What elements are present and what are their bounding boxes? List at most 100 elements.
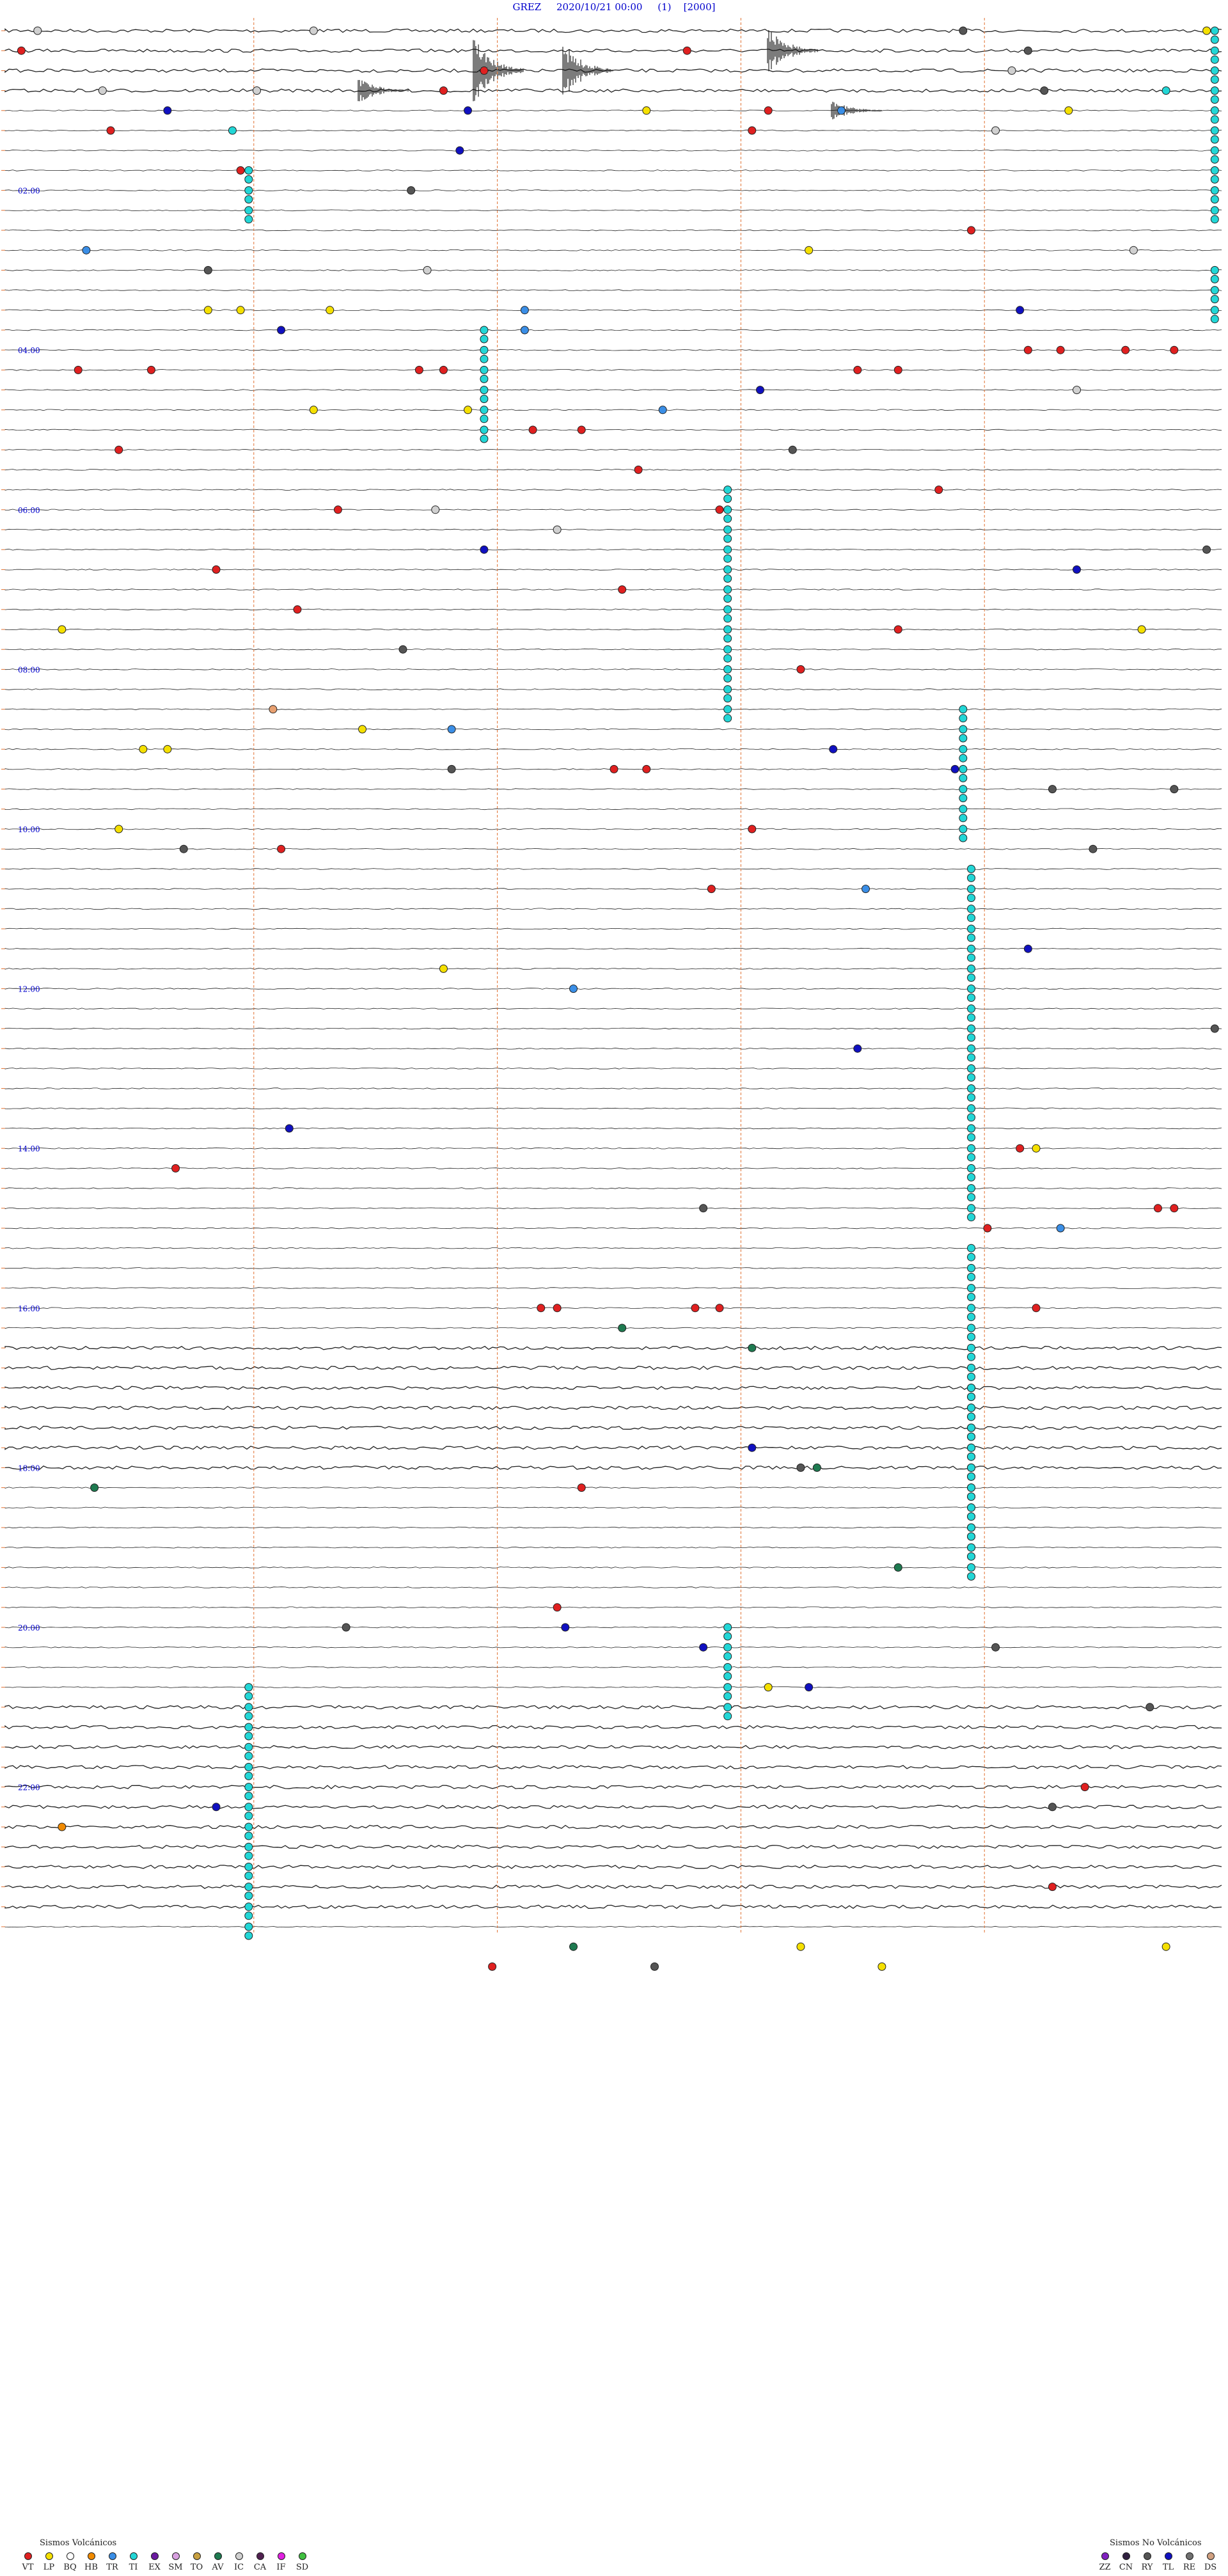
event-marker-ti <box>967 1064 976 1073</box>
legend-swatch <box>1101 2552 1109 2560</box>
seismogram-trace <box>4 1425 1222 1430</box>
event-marker-ti <box>967 1403 976 1412</box>
legend-code: TR <box>106 2563 118 2572</box>
event-marker-ry <box>407 186 416 195</box>
seismogram-trace <box>4 149 1222 152</box>
legend-code: LP <box>43 2563 55 2572</box>
event-marker-ti <box>959 805 968 814</box>
event-marker-ti <box>723 525 732 534</box>
event-marker-lp <box>203 306 212 315</box>
seismogram-trace <box>4 968 1222 970</box>
event-marker-vt <box>236 166 245 175</box>
event-marker-ti <box>723 585 732 594</box>
event-marker-vt <box>1056 345 1065 354</box>
hour-label: 16:00 <box>18 1304 40 1313</box>
seismogram-trace <box>4 1824 1222 1829</box>
event-marker-vt <box>74 365 83 374</box>
event-marker-ti <box>480 406 489 415</box>
event-marker-tl <box>950 764 959 773</box>
event-marker-ti <box>967 1372 976 1381</box>
event-marker-vt <box>577 1483 586 1492</box>
event-marker-vt <box>1023 345 1032 354</box>
event-marker-ti <box>1210 135 1219 144</box>
legend-item-ds: DS <box>1200 2552 1220 2572</box>
event-marker-ic <box>991 126 1000 135</box>
event-marker-ti <box>967 1193 976 1202</box>
seismogram-trace <box>4 1646 1222 1648</box>
hour-label: 12:00 <box>18 985 40 994</box>
event-marker-ti <box>723 654 732 663</box>
event-marker-ti <box>244 1812 253 1821</box>
event-marker-ti <box>723 645 732 654</box>
event-marker-ti <box>967 1523 976 1532</box>
event-marker-tl <box>285 1124 294 1133</box>
legend-swatch <box>1206 2552 1215 2560</box>
event-marker-ti <box>1210 274 1219 283</box>
seismogram-trace <box>4 528 1222 531</box>
event-marker-vt <box>146 365 155 374</box>
seismogram-trace <box>4 628 1222 631</box>
legend-item-ti: TI <box>123 2552 143 2572</box>
event-marker-ry <box>1202 545 1211 554</box>
seismogram-trace <box>4 1345 1222 1350</box>
event-marker-ti <box>244 1792 253 1801</box>
event-marker-vt <box>634 465 643 474</box>
event-marker-tl <box>277 326 286 335</box>
event-marker-ti <box>967 1284 976 1293</box>
event-marker-ti <box>967 953 976 962</box>
seismogram-trace <box>4 1127 1222 1130</box>
event-marker-av <box>569 1942 578 1951</box>
event-marker-ti <box>244 1771 253 1780</box>
legend-code: IC <box>233 2563 244 2572</box>
event-marker-ti <box>723 505 732 514</box>
event-marker-ti <box>967 1343 976 1352</box>
event-marker-ry <box>959 26 968 35</box>
legend-code: DS <box>1204 2563 1217 2572</box>
event-marker-lp <box>1161 1942 1170 1951</box>
legend-item-ic: IC <box>229 2552 249 2572</box>
seismogram-trace <box>4 868 1222 870</box>
seismogram-trace <box>4 349 1222 351</box>
event-marker-ti <box>1210 95 1219 104</box>
event-marker-ti <box>244 1842 253 1851</box>
event-marker-lp <box>1137 625 1146 634</box>
event-marker-ti <box>1210 46 1219 55</box>
event-marker-ti <box>967 1024 976 1033</box>
event-marker-ti <box>967 1244 976 1252</box>
event-marker-vt <box>715 505 724 514</box>
seismogram-trace <box>4 1765 1222 1769</box>
event-marker-ti <box>244 1683 253 1692</box>
seismogram-trace <box>4 1466 1222 1470</box>
event-marker-vt <box>293 605 302 614</box>
event-marker-ti <box>244 1902 253 1911</box>
seismogram-trace <box>4 429 1222 431</box>
event-marker-vt <box>967 226 976 235</box>
event-marker-ry <box>1210 1024 1219 1033</box>
event-marker-ti <box>967 1084 976 1093</box>
event-marker-ry <box>1023 46 1032 55</box>
legend-item-vt: VT <box>18 2552 38 2572</box>
event-marker-ti <box>967 1313 976 1322</box>
event-marker-vt <box>796 665 805 674</box>
event-marker-ti <box>723 1632 732 1641</box>
event-marker-ti <box>967 885 976 894</box>
seismogram-trace <box>4 369 1222 371</box>
event-marker-ti <box>244 1822 253 1831</box>
seismogram-trace <box>4 1227 1222 1229</box>
seismogram-trace <box>4 988 1222 990</box>
event-marker-tl <box>748 1443 757 1452</box>
event-marker-tl <box>561 1623 570 1632</box>
legend-non-volcanic: ZZ CN RY TL RE DS <box>1095 2552 1220 2572</box>
event-marker-ti <box>244 1862 253 1871</box>
legend-item-tl: TL <box>1158 2552 1178 2572</box>
legend-swatch <box>1185 2552 1193 2560</box>
event-marker-ti <box>967 1432 976 1441</box>
seismogram-trace <box>4 209 1222 212</box>
event-marker-vt <box>414 365 423 374</box>
event-marker-ti <box>967 1184 976 1193</box>
event-marker-ti <box>967 1073 976 1082</box>
seismogram-trace <box>4 68 1222 74</box>
event-marker-ti <box>967 1552 976 1561</box>
event-marker-ti <box>1210 195 1219 204</box>
event-marker-vt <box>537 1304 546 1313</box>
